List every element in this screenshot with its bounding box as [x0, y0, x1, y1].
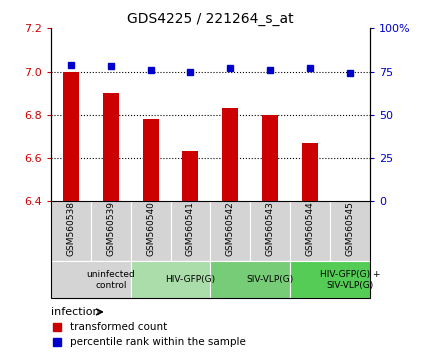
- Bar: [51, 261, 131, 298]
- Text: GSM560539: GSM560539: [106, 201, 115, 256]
- Bar: [131, 201, 170, 261]
- Text: SIV-VLP(G): SIV-VLP(G): [246, 275, 294, 284]
- Bar: [302, 143, 318, 201]
- Bar: [262, 115, 278, 201]
- Text: transformed count: transformed count: [70, 321, 167, 331]
- Text: GSM560542: GSM560542: [226, 201, 235, 256]
- Text: GSM560545: GSM560545: [346, 201, 354, 256]
- Bar: [143, 119, 159, 201]
- Bar: [290, 201, 330, 261]
- Text: GSM560541: GSM560541: [186, 201, 195, 256]
- Bar: [170, 201, 210, 261]
- Bar: [330, 201, 370, 261]
- Title: GDS4225 / 221264_s_at: GDS4225 / 221264_s_at: [127, 12, 294, 26]
- Text: HIV-GFP(G): HIV-GFP(G): [165, 275, 215, 284]
- Bar: [131, 261, 210, 298]
- Bar: [250, 201, 290, 261]
- Text: GSM560543: GSM560543: [266, 201, 275, 256]
- Bar: [210, 201, 250, 261]
- Text: GSM560544: GSM560544: [306, 201, 314, 256]
- Text: HIV-GFP(G) +
SIV-VLP(G): HIV-GFP(G) + SIV-VLP(G): [320, 270, 380, 290]
- Bar: [290, 261, 370, 298]
- Bar: [103, 93, 119, 201]
- Bar: [210, 261, 290, 298]
- Text: percentile rank within the sample: percentile rank within the sample: [70, 337, 246, 347]
- Text: GSM560538: GSM560538: [66, 201, 75, 256]
- Text: infection: infection: [51, 307, 99, 317]
- Bar: [182, 152, 198, 201]
- Text: uninfected
control: uninfected control: [86, 270, 135, 290]
- Bar: [63, 72, 79, 201]
- Bar: [51, 201, 91, 261]
- Bar: [222, 108, 238, 201]
- Bar: [91, 201, 131, 261]
- Text: GSM560540: GSM560540: [146, 201, 155, 256]
